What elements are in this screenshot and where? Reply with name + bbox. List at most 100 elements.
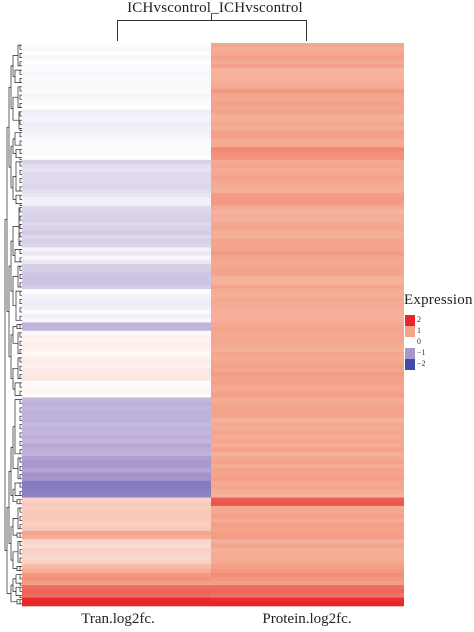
cell-tran-row-98: [22, 451, 211, 457]
cell-tran-row-74: [22, 351, 211, 357]
cell-protein-row-74: [211, 351, 404, 357]
cell-tran-row-40: [22, 209, 211, 215]
cell-tran-row-62: [22, 301, 211, 307]
cell-protein-row-26: [211, 151, 404, 156]
cell-tran-row-29: [22, 163, 211, 169]
cell-tran-row-30: [22, 168, 211, 173]
cell-tran-row-86: [22, 401, 211, 407]
cell-tran-row-81: [22, 380, 211, 386]
cell-protein-row-107: [211, 489, 404, 494]
cell-tran-row-31: [22, 172, 211, 177]
cell-protein-row-121: [211, 547, 404, 553]
cell-protein-row-82: [211, 384, 404, 390]
cell-tran-row-48: [22, 243, 211, 248]
cell-tran-row-117: [22, 530, 211, 536]
cell-protein-row-28: [211, 159, 404, 165]
cell-tran-row-28: [22, 159, 211, 165]
cell-tran-row-58: [22, 284, 211, 290]
cell-protein-row-69: [211, 330, 404, 336]
cell-tran-row-69: [22, 330, 211, 336]
cell-tran-row-33: [22, 180, 211, 186]
cell-protein-row-44: [211, 226, 404, 231]
cell-tran-row-42: [22, 218, 211, 223]
legend-tick-0: 0: [417, 337, 421, 346]
cell-tran-row-121: [22, 547, 211, 553]
cell-protein-row-126: [211, 568, 404, 573]
cell-tran-row-82: [22, 384, 211, 390]
cell-protein-row-75: [211, 355, 404, 361]
cell-tran-row-35: [22, 188, 211, 194]
cell-tran-row-76: [22, 359, 211, 365]
cell-protein-row-68: [211, 326, 404, 332]
cell-protein-row-125: [211, 564, 404, 569]
cell-protein-row-23: [211, 138, 404, 144]
cell-tran-row-21: [22, 130, 211, 136]
cell-protein-row-59: [211, 289, 404, 294]
cell-protein-row-20: [211, 126, 404, 131]
cell-protein-row-105: [211, 480, 404, 486]
cell-tran-row-12: [22, 93, 211, 98]
cell-tran-row-67: [22, 322, 211, 327]
cell-tran-row-129: [22, 580, 211, 586]
cell-protein-row-90: [211, 418, 404, 423]
cell-protein-row-38: [211, 201, 404, 206]
cell-tran-row-113: [22, 514, 211, 519]
legend-swatch-1: [405, 326, 415, 337]
cell-tran-row-49: [22, 247, 211, 252]
cell-protein-row-61: [211, 297, 404, 302]
cell-protein-row-72: [211, 343, 404, 348]
cell-tran-row-73: [22, 347, 211, 352]
cell-tran-row-64: [22, 309, 211, 315]
cell-protein-row-66: [211, 318, 404, 323]
legend-tick-1: 1: [417, 326, 421, 335]
cell-tran-row-24: [22, 143, 211, 148]
cell-protein-row-86: [211, 401, 404, 407]
cell-protein-row-57: [211, 280, 404, 286]
row-dendrogram: [4, 44, 22, 605]
cell-tran-row-65: [22, 314, 211, 319]
cell-protein-row-0: [211, 43, 404, 48]
cell-tran-row-108: [22, 493, 211, 498]
cell-protein-row-54: [211, 268, 404, 273]
cell-tran-row-37: [22, 197, 211, 202]
cell-protein-row-76: [211, 359, 404, 365]
cell-tran-row-52: [22, 259, 211, 265]
cell-tran-row-25: [22, 147, 211, 152]
cell-tran-row-94: [22, 435, 211, 440]
cell-protein-row-33: [211, 180, 404, 186]
cell-tran-row-79: [22, 372, 211, 377]
cell-tran-row-11: [22, 88, 211, 94]
cell-tran-row-91: [22, 422, 211, 427]
cell-tran-row-75: [22, 355, 211, 361]
cell-tran-row-72: [22, 343, 211, 348]
cell-tran-row-2: [22, 51, 211, 56]
cell-tran-row-92: [22, 426, 211, 432]
cell-protein-row-111: [211, 505, 404, 511]
cell-protein-row-42: [211, 218, 404, 223]
cell-protein-row-30: [211, 168, 404, 173]
cell-protein-row-55: [211, 272, 404, 277]
legend-swatch-2: [405, 337, 415, 348]
cell-tran-row-45: [22, 230, 211, 236]
cell-tran-row-8: [22, 76, 211, 81]
cell-protein-row-24: [211, 143, 404, 148]
legend-swatch-3: [405, 348, 415, 359]
cell-protein-row-85: [211, 397, 404, 402]
legend-title: Expression: [404, 292, 473, 308]
cell-protein-row-117: [211, 530, 404, 536]
cell-protein-row-63: [211, 305, 404, 311]
cell-protein-row-1: [211, 47, 404, 52]
cell-protein-row-60: [211, 293, 404, 298]
cell-protein-row-64: [211, 309, 404, 315]
cell-protein-row-92: [211, 426, 404, 432]
cell-protein-row-53: [211, 264, 404, 269]
cell-protein-row-8: [211, 76, 404, 81]
cell-tran-row-134: [22, 601, 211, 607]
cell-protein-row-71: [211, 339, 404, 344]
cell-protein-row-130: [211, 585, 404, 590]
cell-protein-row-37: [211, 197, 404, 202]
column-group-label: ICHvscontrol_ICHvscontrol: [127, 0, 303, 16]
cell-protein-row-58: [211, 284, 404, 290]
cell-tran-row-88: [22, 409, 211, 415]
cell-tran-row-85: [22, 397, 211, 402]
